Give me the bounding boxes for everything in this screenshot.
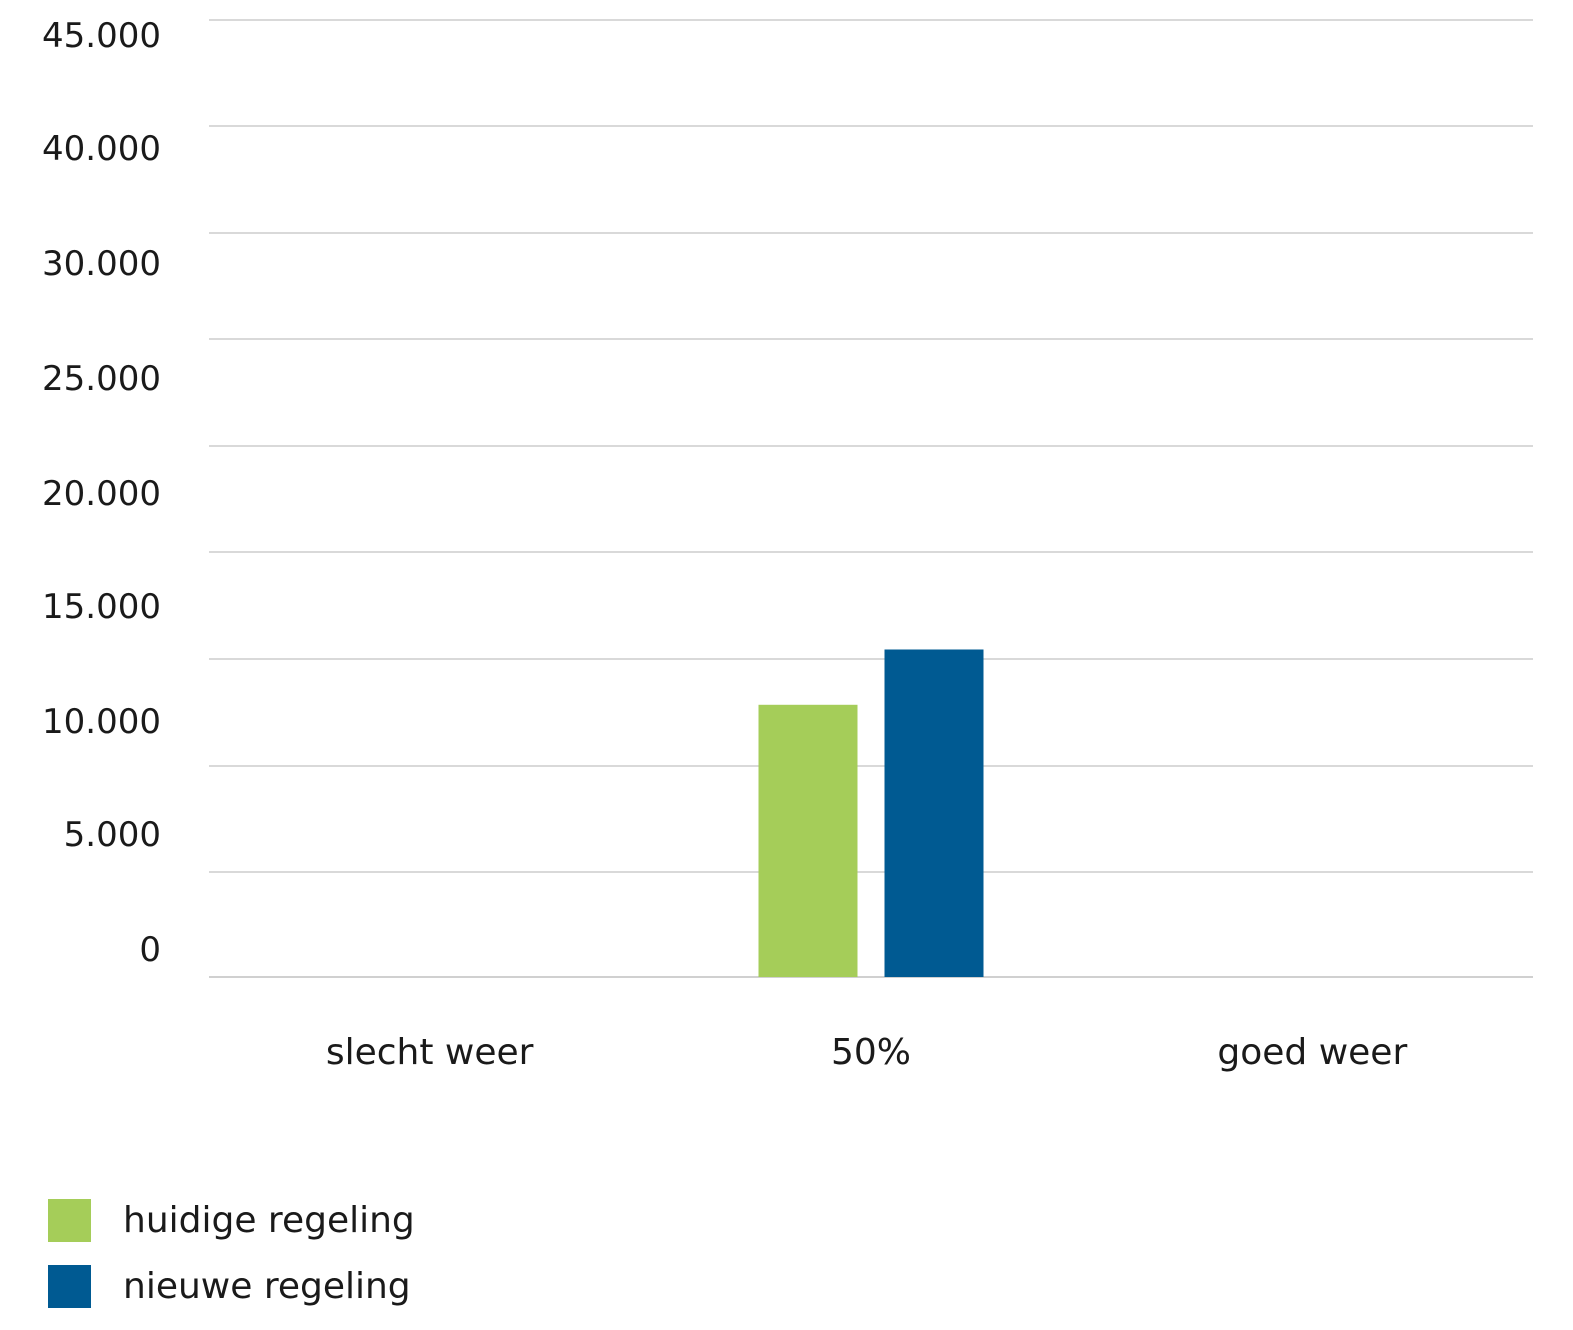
legend-label-huidige-regeling: huidige regeling [123, 1199, 415, 1241]
y-tick-label: 5.000 [64, 815, 161, 855]
y-tick-label: 10.000 [42, 702, 161, 742]
legend-label-nieuwe-regeling: nieuwe regeling [123, 1265, 411, 1307]
y-tick-label: 45.000 [42, 16, 161, 56]
legend-item-nieuwe-regeling: nieuwe regeling [48, 1264, 415, 1308]
x-category-label: goed weer [1217, 1032, 1407, 1073]
y-tick-label: 20.000 [42, 474, 161, 514]
legend-swatch-nieuwe-regeling [48, 1264, 91, 1308]
legend: huidige regeling nieuwe regeling [48, 1198, 415, 1330]
y-tick-label: 40.000 [42, 129, 161, 169]
x-category-label: slecht weer [326, 1032, 534, 1073]
bar-nieuwe-regeling-1 [884, 649, 984, 977]
y-axis-tick-labels: 45.000 40.000 30.000 25.000 20.000 15.000 10.0… [42, 16, 161, 970]
gridlines [209, 19, 1533, 978]
legend-item-huidige-regeling: huidige regeling [48, 1198, 415, 1242]
bars [758, 649, 984, 977]
x-axis-category-labels: slecht weer 50% goed weer [326, 1032, 1408, 1073]
y-tick-label: 30.000 [42, 244, 161, 284]
bar-huidige-regeling-1 [758, 704, 858, 977]
y-tick-label: 15.000 [42, 587, 161, 627]
legend-swatch-huidige-regeling [48, 1198, 91, 1242]
y-tick-label: 25.000 [42, 359, 161, 399]
y-tick-label: 0 [139, 930, 161, 970]
x-category-label: 50% [831, 1032, 911, 1073]
